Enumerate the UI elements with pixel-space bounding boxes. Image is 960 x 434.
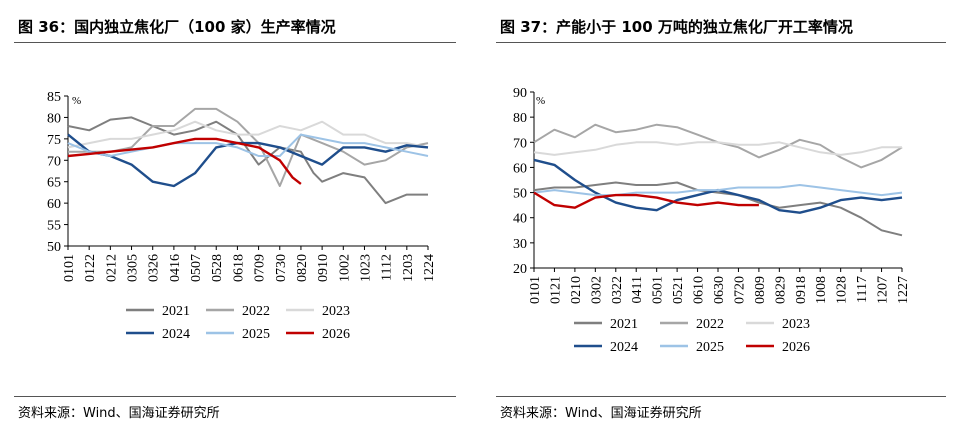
x-tick-label: 0630	[712, 276, 727, 304]
source-rule	[14, 396, 456, 397]
x-tick-label: 1207	[876, 276, 891, 304]
x-tick-label: 0910	[316, 254, 331, 282]
legend-label-2024: 2024	[610, 340, 638, 355]
x-tick-label: 0322	[610, 276, 625, 304]
y-tick-label: 60	[47, 197, 61, 212]
x-tick-label: 0829	[773, 276, 788, 304]
unit-label: %	[536, 95, 545, 107]
series-line-2021	[533, 181, 903, 237]
y-tick-label: 75	[47, 133, 61, 148]
chart-panel-left: 图 36：国内独立焦化厂（100 家）生产率情况 50 55 60 65 70 75 80 8…	[0, 0, 470, 434]
y-tick-label: 70	[47, 154, 61, 169]
series-line-2024	[67, 133, 429, 188]
x-tick-label: 1224	[422, 254, 437, 282]
series-line-2026	[533, 191, 759, 209]
x-tick-label: 0411	[630, 276, 645, 303]
y-tick-label: 40	[513, 212, 527, 227]
x-tick-label: 1227	[896, 276, 911, 304]
x-tick-label: 0820	[295, 254, 310, 282]
x-tick-label: 0528	[210, 254, 225, 282]
x-tick-label: 1002	[337, 254, 352, 282]
series-line-2025	[533, 184, 903, 197]
legend-label-2026: 2026	[322, 327, 350, 342]
x-tick-label: 0709	[253, 254, 268, 282]
figure-title: 图 37：产能小于 100 万吨的独立焦化厂开工率情况	[500, 18, 853, 36]
y-tick-label: 20	[513, 262, 527, 277]
legend-label-2024: 2024	[162, 327, 190, 342]
y-tick-label: 85	[47, 90, 61, 105]
x-tick-label: 0121	[548, 276, 563, 304]
unit-label: %	[72, 95, 81, 107]
x-tick-label: 0212	[104, 254, 119, 282]
y-tick-label: 80	[47, 111, 61, 126]
x-tick-label: 0720	[732, 276, 747, 304]
x-tick-label: 0101	[62, 254, 77, 282]
source-rule	[496, 396, 946, 397]
x-tick-label: 0809	[753, 276, 768, 304]
series-line-2023	[67, 120, 429, 149]
y-tick-label: 65	[47, 176, 61, 191]
series-line-2022	[533, 123, 903, 169]
title-rule	[496, 42, 946, 43]
y-tick-label: 80	[513, 111, 527, 126]
x-tick-label: 0618	[231, 254, 246, 282]
x-tick-label: 0326	[147, 254, 162, 282]
legend-label-2023: 2023	[322, 304, 350, 319]
x-tick-label: 0610	[692, 276, 707, 304]
series-line-2022	[68, 107, 429, 187]
series-line-2026	[67, 137, 302, 185]
x-tick-label: 0521	[671, 276, 686, 304]
x-tick-label: 0918	[794, 276, 809, 304]
title-rule	[14, 42, 456, 43]
legend-label-2025: 2025	[696, 340, 724, 355]
y-tick-label: 60	[513, 161, 527, 176]
x-tick-label: 0302	[589, 276, 604, 304]
y-tick-label: 50	[47, 240, 61, 255]
x-tick-label: 0305	[126, 254, 141, 282]
x-tick-label: 0210	[569, 276, 584, 304]
x-tick-label: 0730	[274, 254, 289, 282]
legend-label-2025: 2025	[242, 327, 270, 342]
chart-36-svg: 50 55 60 65 70 75 80 85 0101 0122 0212 0305 0326 0416…	[47, 90, 437, 342]
x-tick-label: 0507	[189, 254, 204, 282]
series-line-2025	[67, 133, 429, 157]
y-tick-label: 30	[513, 237, 527, 252]
x-tick-label: 1028	[835, 276, 850, 304]
source-note: 资料来源：Wind、国海证券研究所	[500, 406, 702, 421]
legend-label-2021: 2021	[162, 304, 190, 319]
x-tick-label: 0501	[651, 276, 666, 304]
legend-label-2022: 2022	[242, 304, 270, 319]
x-tick-label: 1008	[814, 276, 829, 304]
x-tick-label: 0122	[83, 254, 98, 282]
series-line-2023	[533, 141, 902, 156]
y-tick-label: 90	[513, 86, 527, 101]
x-tick-label: 0101	[528, 276, 543, 304]
y-tick-label: 55	[47, 219, 61, 234]
x-tick-label: 1112	[380, 254, 395, 281]
figure-title: 图 36：国内独立焦化厂（100 家）生产率情况	[18, 18, 336, 36]
chart-37-svg: 20 30 40 50 60 70 80 90 0101 0121 0210 0302 0322 0411…	[513, 86, 911, 355]
x-tick-label: 1117	[855, 276, 870, 303]
y-tick-label: 70	[513, 136, 527, 151]
source-note: 资料来源：Wind、国海证券研究所	[18, 406, 220, 421]
x-tick-label: 1203	[401, 254, 416, 282]
chart-panel-right: 图 37：产能小于 100 万吨的独立焦化厂开工率情况 20 30 40 50 60 70…	[482, 0, 960, 434]
legend-label-2022: 2022	[696, 317, 724, 332]
legend-label-2021: 2021	[610, 317, 638, 332]
legend-label-2023: 2023	[782, 317, 810, 332]
series-line-2021	[67, 116, 428, 205]
y-tick-label: 50	[513, 187, 527, 202]
x-tick-label: 1023	[358, 254, 373, 282]
legend-label-2026: 2026	[782, 340, 810, 355]
x-tick-label: 0416	[168, 254, 183, 282]
